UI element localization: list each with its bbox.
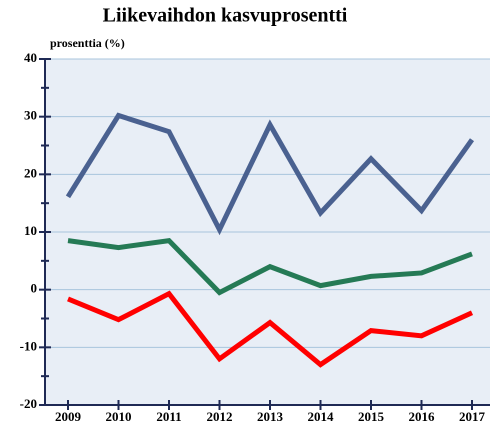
- y-tick-label: 0: [31, 281, 38, 296]
- y-tick-label: 40: [24, 50, 37, 65]
- series-line: [65, 112, 475, 236]
- x-tick-label: 2015: [358, 409, 385, 424]
- series-line: [67, 238, 473, 296]
- series-line: [67, 290, 474, 368]
- x-tick-label: 2014: [308, 409, 335, 424]
- y-tick-label: 20: [24, 165, 37, 180]
- y-tick-label: -10: [20, 338, 37, 353]
- x-tick-label: 2010: [106, 409, 132, 424]
- x-tick-label: 2011: [156, 409, 181, 424]
- x-tick-label: 2017: [459, 409, 486, 424]
- y-axis-label: prosenttia (%): [50, 36, 125, 50]
- y-tick-label: 30: [24, 108, 37, 123]
- x-tick-label: 2009: [55, 409, 82, 424]
- x-tick-label: 2012: [207, 409, 233, 424]
- x-tick-label: 2016: [409, 409, 436, 424]
- x-tick-label: 2013: [257, 409, 284, 424]
- chart-title: Liikevaihdon kasvuprosentti: [103, 5, 348, 27]
- y-tick-label: 10: [24, 223, 37, 238]
- y-tick-label: -20: [20, 396, 37, 411]
